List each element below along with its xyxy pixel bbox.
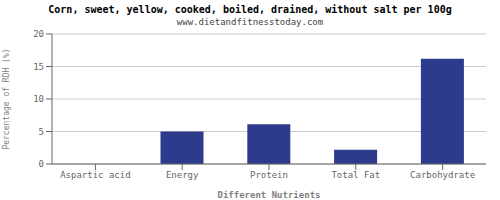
svg-text:Aspartic acid: Aspartic acid bbox=[60, 170, 130, 180]
svg-text:20: 20 bbox=[33, 29, 44, 39]
svg-text:Different Nutrients: Different Nutrients bbox=[218, 190, 321, 198]
svg-text:Protein: Protein bbox=[250, 170, 288, 180]
svg-text:Carbohydrate: Carbohydrate bbox=[410, 170, 475, 180]
html-text:Corn, sweet, yellow, cooked, b: Corn, sweet, yellow, cooked, boiled, dra… bbox=[48, 4, 452, 15]
svg-text:Percentage of RDH (%): Percentage of RDH (%) bbox=[8, 48, 11, 149]
html-text:www.dietandfitnesstoday.com: www.dietandfitnesstoday.com bbox=[176, 17, 324, 27]
svg-text:15: 15 bbox=[33, 62, 44, 72]
svg-text:Total Fat: Total Fat bbox=[331, 170, 380, 180]
svg-text:0: 0 bbox=[39, 159, 44, 169]
svg-text:Energy: Energy bbox=[166, 170, 199, 180]
svg-text:10: 10 bbox=[33, 94, 44, 104]
svg-text:5: 5 bbox=[39, 127, 44, 137]
